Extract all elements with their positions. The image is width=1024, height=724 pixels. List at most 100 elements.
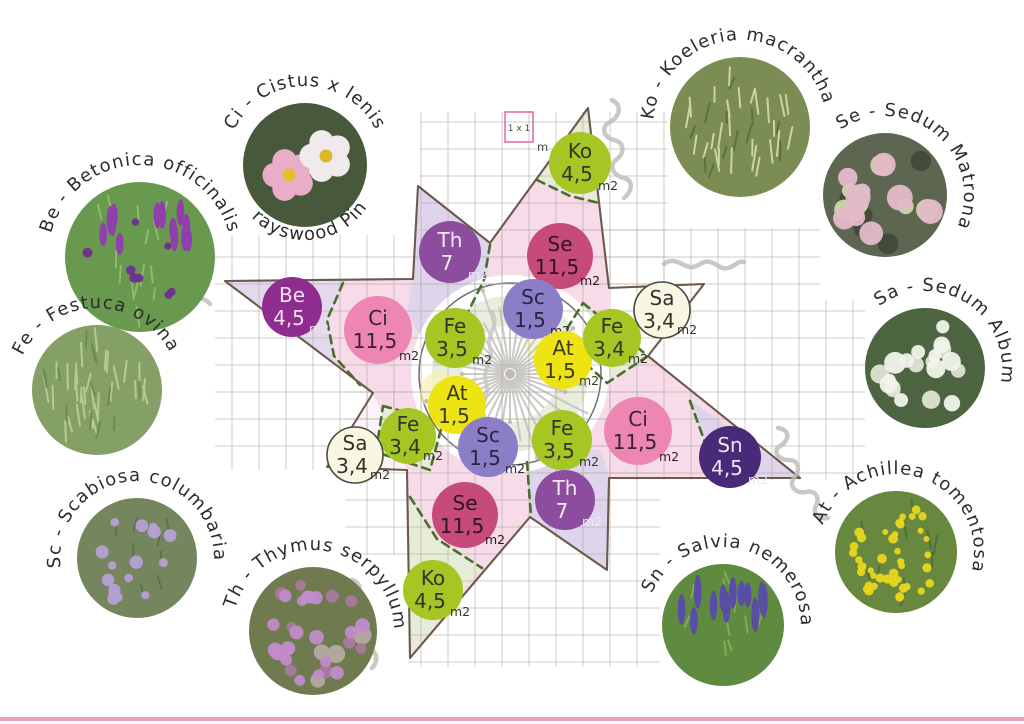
photo-texture [95,545,109,559]
allium-ray [515,374,566,393]
photo-texture [112,416,116,432]
bubble-code-label: Se [453,491,478,515]
photo-texture [911,505,921,515]
photo-texture [856,533,867,543]
photo-texture [932,534,939,555]
photo-texture [723,640,727,657]
photo-texture [107,561,117,570]
bubble-circle [344,296,412,364]
photo-texture [870,572,877,579]
planting-zone-dashed-border [466,243,492,314]
photo-texture [875,573,885,583]
photo-texture [784,93,790,116]
bubble-code-label: Sc [521,285,545,309]
photo-texture [75,403,81,427]
plan-bubble-fe-11: Fe3,4 m2 [380,408,443,464]
photo-texture [882,574,892,584]
photo-texture [64,419,67,443]
photo-texture [82,247,93,258]
photo-texture [903,582,911,591]
photo-texture [284,664,297,677]
photo-texture [131,218,140,226]
photo-texture [309,629,324,645]
photo-texture [886,184,913,211]
photo-texture [843,200,865,222]
photo-texture [101,573,115,587]
plan-bubble-fe-8: Fe3,4 m2 [583,309,648,367]
photo-sa-album: Sa - Sedum Album [865,275,1017,428]
photo-texture [110,517,120,527]
allium-ray [509,379,522,442]
photo-texture [141,384,149,405]
photo-texture [131,542,135,560]
allium-ray [498,306,511,369]
photo-texture [685,103,692,129]
photo-texture [877,233,899,255]
bubble-area-value: 4,5 [711,456,743,480]
bubble-area-value: 7 [441,251,454,275]
photo-texture [180,225,189,252]
plan-bubble-sc-6: Sc1,5 m2 [503,279,570,339]
bubble-code-label: Sa [343,431,368,455]
bubble-code-label: Ko [421,566,445,590]
photo-texture [894,547,901,555]
photo-texture [895,518,904,528]
plan-bubble-sa-9: Sa3,4 m2 [633,281,697,339]
photo-texture [728,76,736,91]
photo-texture [936,320,950,334]
photo-texture [43,368,48,389]
photo-texture [750,107,754,126]
bubble-circle [527,223,593,289]
bubble-area-unit: m2 [485,532,505,547]
photo-texture [898,562,905,570]
photo-texture [922,563,932,573]
photo-texture [725,620,731,636]
bubble-area-value: 7 [556,499,569,523]
photo-texture [689,125,696,140]
photo-texture [721,145,728,160]
photo-se-matrona: Se - Sedum Matrona [823,100,979,257]
photo-texture [93,327,99,353]
bubble-circle [549,132,611,194]
photo-texture [330,665,344,680]
photo-texture [854,183,871,200]
photo-texture [690,583,696,599]
bubble-area-unit: m2 [472,352,492,367]
photo-texture [723,571,731,585]
decorative-squiggle [661,258,747,271]
photo-texture [766,97,770,124]
bubble-circle [326,426,384,484]
photo-texture [943,395,961,412]
photo-texture [149,265,154,284]
photo-texture [737,86,742,109]
photo-texture [849,541,859,551]
scale-legend: 1 x 1 m [504,111,548,154]
photo-texture [888,568,899,579]
bubble-code-label: Ko [568,139,592,163]
plan-bubble-ko-0: Ko4,5 m2 [549,132,618,194]
photo-texture [745,124,753,144]
photo-texture [677,593,686,626]
decorative-squiggle [601,97,633,201]
photo-texture [132,517,138,532]
photo-texture [926,359,946,379]
bubble-code-label: Ci [628,407,648,431]
photo-texture [112,592,123,602]
bubble-area-unit: m2 [450,604,470,619]
photo-texture [941,352,961,371]
photo-texture [775,130,781,157]
photo-texture [888,533,899,544]
allium-ray [511,378,538,427]
photo-texture [728,112,732,137]
photo-texture [908,513,916,520]
photo-texture [51,384,55,410]
photo-texture [107,387,112,407]
photo-texture [918,512,927,521]
photo-texture [856,568,866,577]
photo-texture [726,99,731,117]
bubble-area-value: 1,5 [469,446,501,470]
photo-texture [872,152,896,177]
photo-texture [917,587,925,595]
